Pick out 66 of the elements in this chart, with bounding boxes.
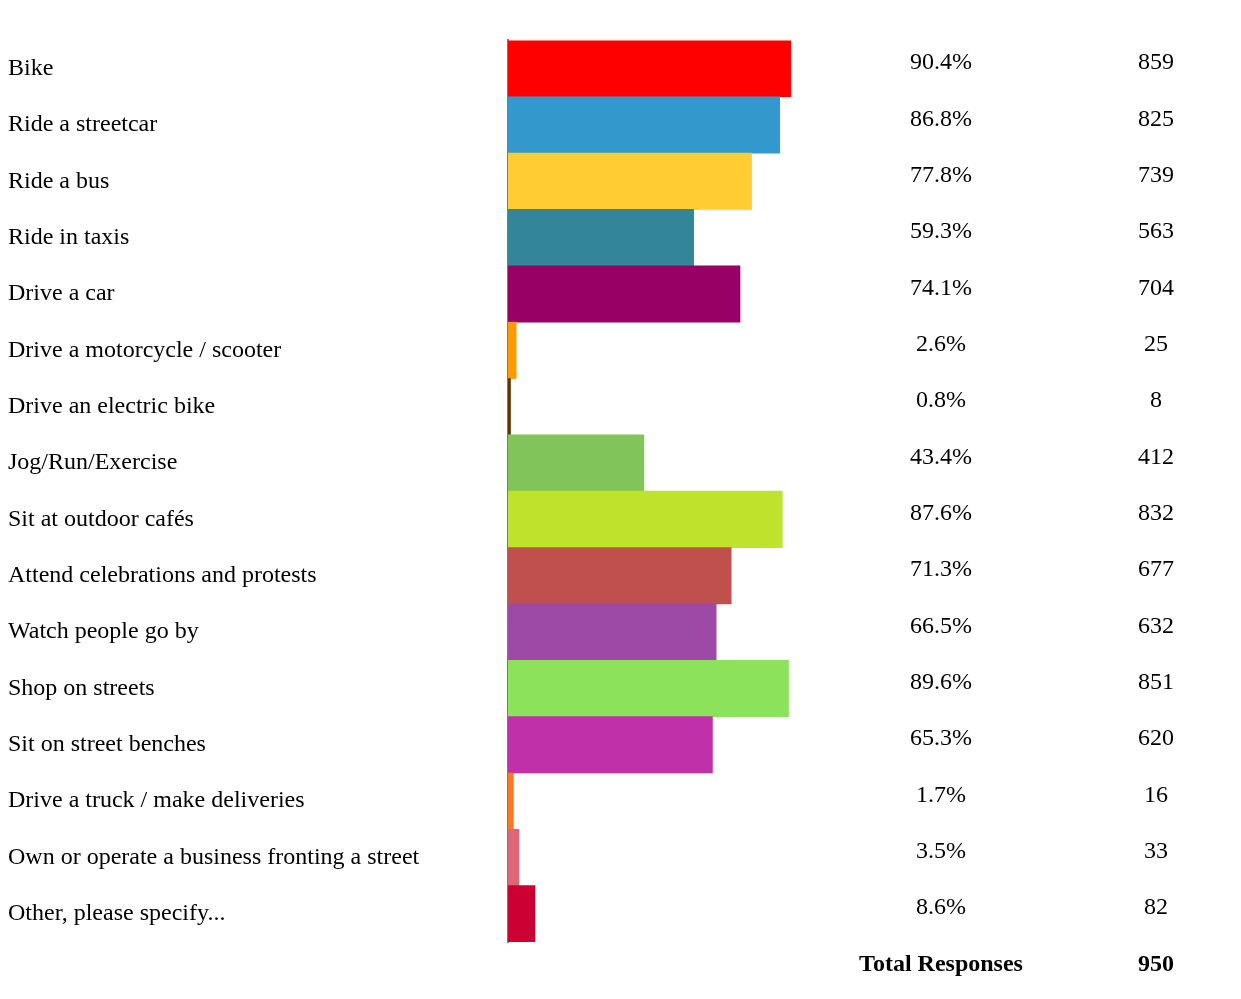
data-label: 89.6% (910, 668, 972, 695)
y-tick-label: Drive a motorcycle / scooter (8, 335, 282, 362)
text: 825 (1138, 104, 1174, 131)
text: 412 (1138, 442, 1174, 469)
text: 851 (1138, 668, 1174, 695)
y-tick-label: Ride a bus (8, 166, 110, 193)
bar (508, 209, 694, 267)
bar (508, 885, 536, 942)
data-label: 43.4% (910, 442, 972, 469)
bar (508, 265, 741, 323)
bar (508, 547, 732, 605)
y-tick-label: Bike (8, 53, 54, 80)
y-tick-label: Shop on streets (8, 673, 155, 700)
text: 704 (1138, 273, 1174, 300)
bar (508, 321, 517, 379)
data-label: 0.8% (916, 386, 966, 413)
data-label: 8.6% (916, 893, 966, 920)
bar (508, 828, 520, 886)
bar (508, 152, 752, 210)
bar (508, 378, 511, 436)
text: 25 (1144, 329, 1168, 356)
data-label: 77.8% (910, 160, 972, 187)
y-tick-label: Sit at outdoor cafés (8, 504, 194, 531)
data-label: 3.5% (916, 837, 966, 864)
bar (508, 40, 791, 98)
data-label: 59.3% (910, 217, 972, 244)
text: 739 (1138, 160, 1174, 187)
text: 859 (1138, 48, 1174, 75)
bar (508, 490, 783, 548)
y-tick-label: Ride a streetcar (8, 110, 158, 137)
y-tick-label: Attend celebrations and protests (8, 561, 317, 588)
text: Total Responses (859, 949, 1023, 976)
text: 33 (1144, 837, 1168, 864)
text: 563 (1138, 217, 1174, 244)
text: 632 (1138, 611, 1174, 638)
data-label: 66.5% (910, 611, 972, 638)
data-label: 86.8% (910, 104, 972, 131)
bar (508, 716, 713, 774)
data-label: 87.6% (910, 499, 972, 526)
y-tick-label: Watch people go by (8, 617, 199, 644)
y-tick-label: Own or operate a business fronting a street (8, 842, 420, 869)
bar (508, 772, 514, 830)
data-label: 90.4% (910, 48, 972, 75)
y-tick-label: Jog/Run/Exercise (8, 448, 178, 475)
data-label: 74.1% (910, 273, 972, 300)
data-label: 71.3% (910, 555, 972, 582)
bar (508, 96, 781, 154)
y-tick-label: Other, please specify... (8, 899, 226, 926)
bar (508, 603, 717, 661)
data-label: 1.7% (916, 780, 966, 807)
data-label: 65.3% (910, 724, 972, 751)
y-tick-label: Ride in taxis (8, 222, 130, 249)
text: 620 (1138, 724, 1174, 751)
text: 832 (1138, 499, 1174, 526)
data-label: 2.6% (916, 329, 966, 356)
text: 950 (1138, 949, 1174, 976)
text: 82 (1144, 893, 1168, 920)
y-tick-label: Drive a car (8, 279, 115, 306)
y-tick-label: Sit on street benches (8, 730, 206, 757)
text: 16 (1144, 780, 1168, 807)
text: 8 (1150, 386, 1162, 413)
bar (508, 434, 645, 492)
bar (508, 659, 789, 717)
y-tick-label: Drive a truck / make deliveries (8, 786, 305, 813)
y-tick-label: Drive an electric bike (8, 391, 216, 418)
text: 677 (1138, 555, 1174, 582)
